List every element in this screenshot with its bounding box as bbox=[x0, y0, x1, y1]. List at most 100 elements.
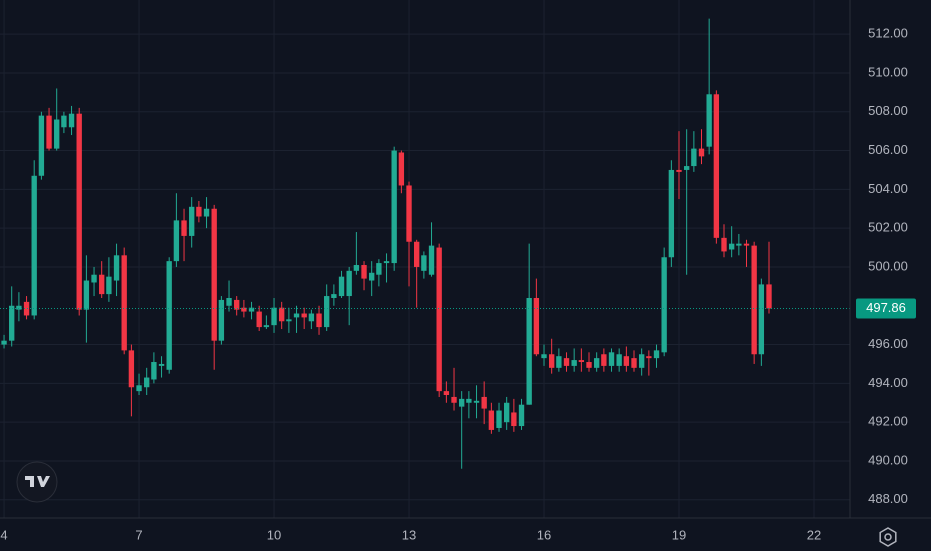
candle-body bbox=[473, 400, 480, 403]
x-tick-label: 16 bbox=[537, 527, 551, 542]
candle-body bbox=[331, 294, 337, 298]
candle-body bbox=[676, 169, 682, 172]
candle-body bbox=[181, 220, 187, 236]
candle-body bbox=[631, 358, 637, 368]
candle-body bbox=[113, 255, 120, 281]
candle-body bbox=[106, 276, 112, 295]
candle-body bbox=[144, 377, 150, 388]
candle-body bbox=[256, 311, 262, 328]
candle-body bbox=[189, 206, 195, 236]
candle-body bbox=[23, 301, 30, 316]
candle-body bbox=[211, 208, 217, 341]
candle-body bbox=[54, 119, 60, 149]
candle-body bbox=[16, 305, 22, 310]
logo[interactable] bbox=[16, 461, 58, 503]
x-tick-label: 10 bbox=[267, 527, 281, 542]
candle-body bbox=[361, 265, 367, 279]
y-tick-label: 496.00 bbox=[868, 336, 908, 351]
candle-body bbox=[586, 362, 592, 368]
y-tick-label: 488.00 bbox=[868, 491, 908, 506]
y-tick-label: 506.00 bbox=[868, 142, 908, 157]
candle-body bbox=[488, 410, 495, 430]
candle-body bbox=[661, 257, 667, 353]
candle-body bbox=[421, 255, 427, 271]
candle-body bbox=[698, 148, 705, 157]
candle-body bbox=[61, 115, 67, 128]
settings-icon[interactable] bbox=[879, 527, 897, 547]
candle-body bbox=[173, 220, 180, 262]
settings-button[interactable] bbox=[879, 527, 897, 547]
last-price-label: 497.86 bbox=[866, 300, 906, 315]
candle-body bbox=[136, 385, 142, 392]
candle-body bbox=[428, 245, 435, 275]
candle-body bbox=[308, 313, 315, 322]
logo-circle[interactable] bbox=[16, 461, 58, 503]
candle-body bbox=[436, 247, 442, 392]
x-tick-label: 19 bbox=[672, 527, 686, 542]
x-tick-label: 4 bbox=[0, 527, 7, 542]
y-tick-label: 490.00 bbox=[868, 452, 908, 467]
candle-body bbox=[638, 354, 645, 368]
candle-body bbox=[369, 272, 375, 281]
candle-body bbox=[533, 297, 540, 355]
candle-body bbox=[691, 148, 697, 167]
candle-body bbox=[646, 356, 652, 359]
candle-body bbox=[563, 358, 570, 366]
candle-body bbox=[9, 305, 15, 341]
candle-body bbox=[234, 299, 240, 310]
logo-glyph[interactable] bbox=[25, 476, 50, 487]
candle-body bbox=[271, 307, 277, 326]
candle-body bbox=[556, 356, 562, 368]
candle-body bbox=[293, 313, 300, 318]
x-tick-label: 22 bbox=[807, 527, 821, 542]
candle-body bbox=[518, 404, 525, 427]
candle-body bbox=[286, 319, 292, 322]
candle-body bbox=[279, 307, 285, 322]
y-tick-label: 508.00 bbox=[868, 103, 908, 118]
candle-body bbox=[83, 280, 90, 310]
candle-body bbox=[413, 241, 420, 267]
candle-body bbox=[526, 297, 532, 405]
candle-body bbox=[241, 307, 247, 312]
candle-body bbox=[601, 354, 607, 366]
candle-body bbox=[99, 274, 105, 295]
candle-body bbox=[683, 166, 690, 170]
candle-body bbox=[578, 360, 585, 363]
candle-body bbox=[166, 261, 172, 370]
candle-body bbox=[346, 270, 352, 297]
candle-body bbox=[91, 274, 97, 283]
candle-body bbox=[406, 185, 412, 242]
candle-body bbox=[593, 358, 600, 368]
candle-body bbox=[736, 243, 742, 246]
candle-body bbox=[248, 307, 255, 312]
candle-body bbox=[758, 284, 765, 355]
candle-body bbox=[496, 410, 502, 428]
candle-body bbox=[301, 313, 307, 318]
candle-body bbox=[46, 115, 52, 149]
y-tick-label: 502.00 bbox=[868, 220, 908, 235]
y-tick-label: 494.00 bbox=[868, 375, 908, 390]
candles bbox=[0, 18, 850, 469]
candle-body bbox=[623, 356, 630, 366]
candle-body bbox=[316, 313, 322, 328]
candle-body bbox=[324, 296, 330, 328]
candle-body bbox=[38, 115, 45, 176]
settings-icon-center[interactable] bbox=[884, 533, 892, 541]
candle-body bbox=[226, 297, 232, 306]
candle-body bbox=[76, 113, 82, 310]
last-price-badge bbox=[856, 298, 916, 319]
candle-body bbox=[353, 265, 360, 271]
candle-body bbox=[668, 169, 675, 258]
candle-body bbox=[608, 352, 615, 366]
candle-body bbox=[511, 412, 517, 427]
candle-body bbox=[376, 263, 382, 275]
candle-body bbox=[263, 325, 270, 328]
candle-body bbox=[31, 175, 37, 316]
candle-body bbox=[481, 396, 487, 409]
x-tick-label: 7 bbox=[135, 527, 142, 542]
candle-body bbox=[751, 245, 757, 355]
x-tick-label: 13 bbox=[402, 527, 416, 542]
